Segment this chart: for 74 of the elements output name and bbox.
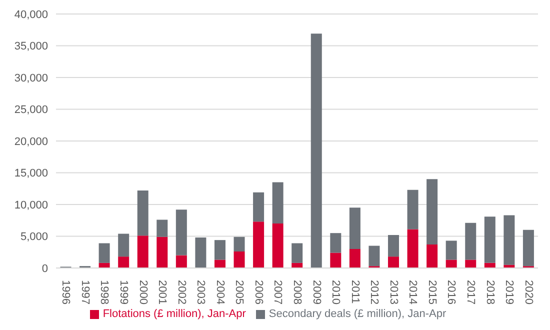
- bar: [272, 182, 284, 224]
- x-tick-label: 2013: [387, 280, 400, 304]
- x-tick-label: 2018: [484, 280, 496, 304]
- x-tick-label: 2009: [310, 280, 322, 304]
- x-tick-label: 2001: [156, 280, 168, 304]
- bar: [176, 255, 187, 268]
- bar: [446, 260, 457, 268]
- bar: [446, 240, 457, 260]
- x-tick-label: 2007: [272, 280, 284, 304]
- bar: [118, 234, 130, 257]
- bar: [195, 238, 206, 268]
- bar: [407, 229, 418, 268]
- bar: [310, 34, 322, 268]
- y-tick-label: 35,000: [14, 40, 48, 53]
- bar: [234, 236, 245, 252]
- bar: [388, 234, 399, 257]
- bar: [156, 236, 168, 268]
- x-tick-label: 2020: [522, 280, 534, 304]
- x-tick-label: 2002: [175, 280, 188, 304]
- x-tick-label: 2016: [445, 280, 458, 304]
- y-tick-label: 30,000: [14, 72, 48, 84]
- bar: [368, 246, 380, 266]
- bar: [330, 252, 342, 268]
- bar: [292, 243, 303, 263]
- bar: [253, 222, 264, 268]
- bar: [156, 220, 168, 237]
- bar: [214, 240, 226, 260]
- x-tick-label: 2015: [426, 280, 438, 304]
- y-tick-label: 10,000: [14, 199, 48, 212]
- y-tick-label: 15,000: [14, 168, 48, 180]
- bar: [522, 230, 534, 266]
- x-tick-label: 2011: [348, 280, 361, 304]
- x-tick-label: 2005: [233, 280, 246, 304]
- y-tick-label: 25,000: [14, 104, 48, 116]
- x-tick-label: 2008: [291, 280, 303, 304]
- bar: [484, 216, 496, 263]
- bar: [214, 260, 226, 268]
- x-tick-label: 2014: [406, 280, 419, 304]
- bar: [272, 224, 284, 268]
- bar: [118, 256, 130, 268]
- x-tick-label: 2004: [214, 280, 226, 304]
- bar: [137, 190, 148, 236]
- y-tick-label: 5,000: [20, 231, 48, 244]
- bar: [388, 256, 399, 268]
- y-tick-label: 20,000: [14, 136, 48, 148]
- x-tick-label: 2019: [503, 280, 516, 304]
- bar: [137, 236, 148, 268]
- bar: [465, 222, 476, 260]
- x-tick-label: 2003: [194, 280, 207, 304]
- x-tick-label: 1999: [117, 280, 130, 304]
- x-tick-label: 1996: [60, 280, 72, 304]
- bar: [504, 215, 515, 265]
- legend-label: Secondary deals (£ million), Jan-Apr: [268, 308, 446, 320]
- y-tick-label: 40,000: [14, 8, 48, 21]
- bar: [176, 210, 187, 256]
- bar: [426, 244, 438, 268]
- x-tick-label: 2017: [464, 280, 477, 304]
- x-tick-label: 2006: [252, 280, 264, 304]
- x-tick-label: 1997: [78, 280, 91, 304]
- bar: [426, 179, 438, 245]
- bar: [330, 233, 342, 253]
- x-tick-label: 2000: [136, 280, 149, 304]
- x-tick-label: 1998: [98, 280, 110, 304]
- x-tick-label: 2012: [368, 280, 380, 304]
- bar: [465, 260, 476, 268]
- bar: [407, 190, 418, 230]
- bar: [98, 243, 110, 263]
- bar: [349, 208, 360, 249]
- legend-label: Flotations (£ million), Jan-Apr: [102, 308, 246, 320]
- x-tick-label: 2010: [330, 280, 342, 304]
- bar: [234, 251, 245, 268]
- bar: [253, 192, 264, 222]
- bar: [349, 248, 360, 268]
- y-tick-label: 0: [42, 262, 48, 275]
